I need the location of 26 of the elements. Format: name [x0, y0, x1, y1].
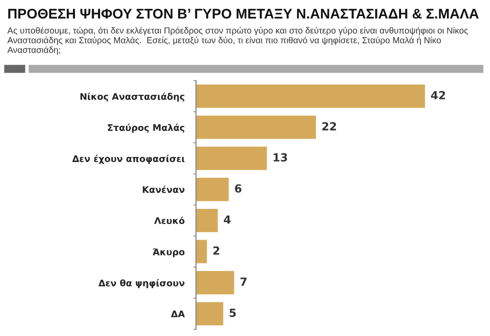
y-tick-label: Άκυρο — [152, 248, 184, 258]
y-tick-label: Σταύρος Μαλάς — [108, 124, 184, 133]
bar — [196, 302, 224, 326]
y-tick-label: Δεν θα ψηφίσουν — [98, 279, 184, 288]
data-label: 7 — [240, 278, 247, 286]
bar — [196, 178, 229, 202]
y-tick-label: Λευκό — [154, 216, 184, 224]
bar — [196, 271, 234, 294]
data-label: 5 — [230, 308, 236, 317]
bar — [196, 146, 267, 170]
chart-title: ΠΡΟΘΕΣΗ ΨΗΦΟΥ ΣΤΟΝ Β’ ΓΥΡΟ ΜΕΤΑΞΥ Ν.ΑΝΑΣΤΑΣΙΑΔΗ & Σ.ΜΑΛΑ — [8, 8, 479, 19]
chart-subtitle: Ας υποθέσουμε, τώρα, ότι δεν εκλέγεται Πρόεδρος στον πρώτο γύρο και στο δεύτερο γύρο είναι ανθυποψήφιοι οι Νίκος Αναστασιάδης και Σταύρος Μαλάς. Εσείς, μεταξύ των δύο, τι είναι πιο πιθανό να ψηφίσετε, Σταύρο Μαλά ή Νίκο Αναστασιάδη; — [7, 26, 468, 55]
y-tick-label: Νίκος Αναστασιάδης — [80, 92, 184, 102]
data-label: 6 — [234, 184, 242, 193]
data-label: 13 — [274, 153, 288, 162]
bar — [196, 84, 425, 108]
y-tick-label: Δεν έχουν αποφασίσει — [72, 154, 185, 164]
y-tick-label: ΔΑ — [170, 310, 185, 318]
data-label: 2 — [213, 246, 220, 255]
data-label: 4 — [224, 215, 231, 224]
bar — [196, 240, 207, 264]
bar — [196, 208, 218, 232]
data-label: 42 — [431, 91, 446, 100]
bar — [196, 116, 316, 139]
data-label: 22 — [322, 122, 336, 130]
y-tick-label: Κανέναν — [142, 186, 184, 193]
